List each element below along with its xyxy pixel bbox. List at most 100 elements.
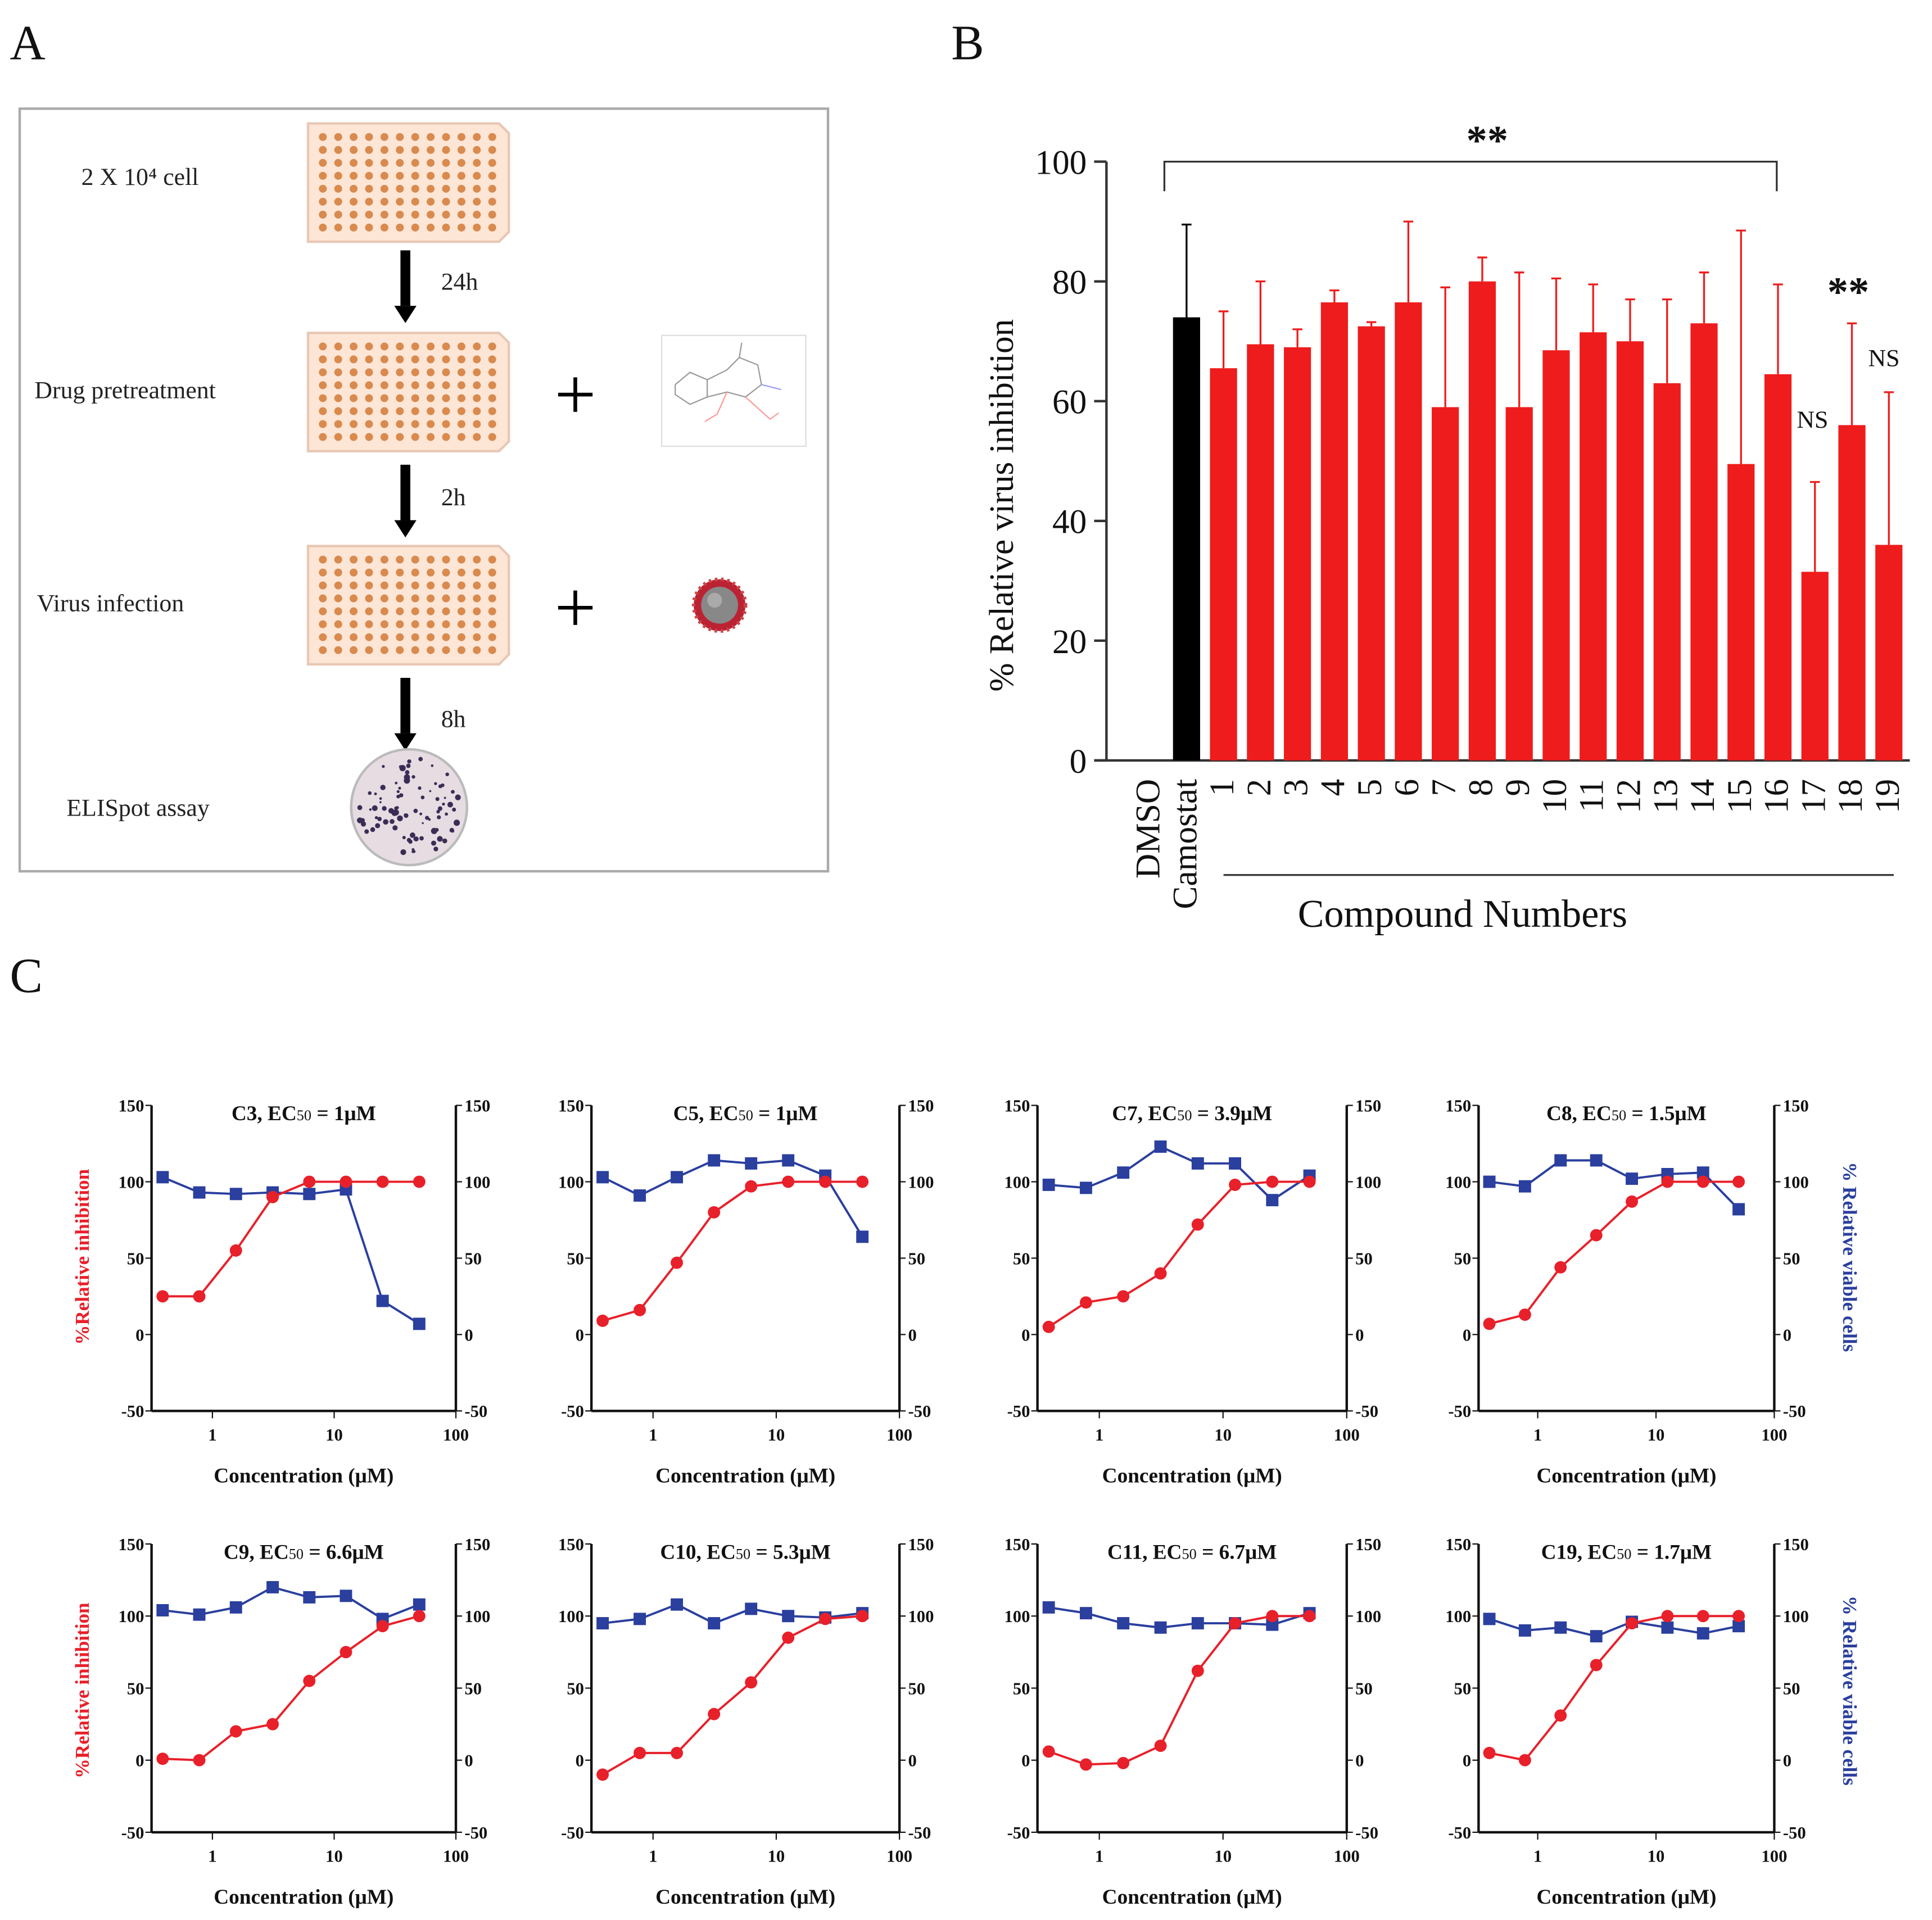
viability-line bbox=[1048, 1145, 1310, 1202]
inhibition-point bbox=[596, 1314, 609, 1327]
well bbox=[488, 381, 496, 390]
well bbox=[488, 184, 496, 193]
y-tick-label-left: 0 bbox=[1021, 1751, 1030, 1770]
y-tick-label-right: 0 bbox=[908, 1751, 916, 1770]
y-tick-label-left: 50 bbox=[1454, 1249, 1472, 1268]
step-label-virus: Virus infection bbox=[37, 590, 184, 617]
viability-point bbox=[634, 1189, 646, 1202]
plus-sign: + bbox=[554, 354, 596, 436]
plot-title: C9, EC50 = 6.6μM bbox=[224, 1541, 384, 1564]
x-tick-label: 5 bbox=[1351, 779, 1389, 796]
well bbox=[427, 646, 435, 654]
inhibition-point bbox=[1626, 1195, 1639, 1208]
spot bbox=[451, 790, 455, 794]
well bbox=[488, 368, 496, 377]
well bbox=[396, 555, 404, 564]
spot bbox=[404, 813, 406, 816]
inhibition-point bbox=[1590, 1229, 1603, 1242]
well bbox=[365, 210, 373, 219]
well bbox=[319, 368, 327, 377]
viability-point bbox=[1042, 1601, 1055, 1614]
well bbox=[457, 197, 465, 206]
y-tick-label-right: 150 bbox=[908, 1097, 934, 1116]
inhibition-point bbox=[303, 1175, 316, 1188]
well bbox=[411, 394, 419, 402]
x-axis-title: Concentration (μM) bbox=[655, 1886, 835, 1909]
y-tick-label-right: 50 bbox=[464, 1679, 482, 1698]
well bbox=[473, 394, 481, 402]
well bbox=[457, 555, 465, 564]
viability-point bbox=[1732, 1203, 1745, 1216]
arrow-icon bbox=[394, 464, 417, 538]
spot bbox=[437, 806, 442, 811]
well bbox=[319, 355, 327, 364]
step-label-cells: 2 X 10⁴ cell bbox=[82, 164, 199, 191]
well bbox=[488, 633, 496, 641]
inhibition-point bbox=[1518, 1308, 1531, 1321]
well bbox=[380, 568, 388, 577]
y-axis-right-title: % Relative viable cells bbox=[1839, 1162, 1861, 1352]
inhibition-point bbox=[782, 1631, 795, 1644]
well bbox=[442, 633, 450, 641]
well bbox=[488, 407, 496, 415]
well bbox=[442, 420, 450, 428]
well bbox=[396, 594, 404, 603]
x-tick-label: 6 bbox=[1388, 779, 1426, 796]
x-tick-label: 1 bbox=[649, 1425, 657, 1444]
well bbox=[411, 171, 419, 180]
y-tick-label: 20 bbox=[1052, 623, 1087, 661]
plot-title: C19, EC50 = 1.7μM bbox=[1541, 1541, 1712, 1564]
x-axis-title: Concentration (μM) bbox=[214, 1464, 393, 1487]
y-tick-label-right: 100 bbox=[1355, 1173, 1381, 1192]
inhibition-point bbox=[1303, 1175, 1316, 1188]
y-tick-label-right: 100 bbox=[1355, 1607, 1381, 1626]
x-tick-label: 10 bbox=[1648, 1847, 1665, 1866]
well bbox=[319, 159, 327, 167]
well bbox=[411, 620, 419, 628]
viability-point bbox=[1229, 1157, 1242, 1170]
x-axis-title: Concentration (μM) bbox=[1536, 1886, 1716, 1909]
well bbox=[457, 620, 465, 628]
viability-line bbox=[602, 1159, 863, 1238]
well bbox=[396, 607, 404, 615]
spot bbox=[437, 815, 441, 819]
well bbox=[380, 620, 388, 628]
spot bbox=[452, 807, 456, 812]
well bbox=[473, 210, 481, 219]
well bbox=[365, 433, 373, 441]
well bbox=[457, 381, 465, 390]
x-tick-label: 12 bbox=[1610, 779, 1648, 813]
y-tick-label: 100 bbox=[1035, 144, 1087, 182]
bar-16 bbox=[1764, 374, 1792, 760]
well bbox=[473, 355, 481, 364]
well bbox=[334, 355, 342, 364]
x-tick-label: DMSO bbox=[1129, 779, 1168, 879]
significance-bracket bbox=[1163, 160, 1778, 192]
well bbox=[319, 620, 327, 628]
viability-point bbox=[856, 1230, 869, 1243]
well bbox=[427, 620, 435, 628]
y-tick-label-left: 150 bbox=[1445, 1535, 1471, 1554]
y-tick-label-left: 0 bbox=[576, 1751, 584, 1770]
spot bbox=[420, 795, 425, 800]
viability-point bbox=[156, 1171, 169, 1184]
well bbox=[365, 633, 373, 641]
x-tick-label: 10 bbox=[325, 1847, 343, 1866]
viability-point bbox=[1154, 1621, 1167, 1634]
inhibition-point bbox=[1117, 1290, 1130, 1303]
well bbox=[411, 381, 419, 390]
well bbox=[319, 594, 327, 603]
y-tick-label-left: 50 bbox=[567, 1679, 584, 1698]
title-text: = 1.7μM bbox=[1631, 1541, 1712, 1564]
spot bbox=[455, 794, 461, 800]
spot bbox=[434, 782, 437, 785]
viability-point bbox=[1079, 1181, 1092, 1194]
x-tick-label: 100 bbox=[443, 1847, 469, 1866]
well bbox=[442, 133, 450, 141]
y-tick-label-right: 50 bbox=[1355, 1249, 1373, 1268]
well bbox=[365, 133, 373, 141]
well bbox=[488, 342, 496, 351]
inhibition-point bbox=[413, 1175, 426, 1188]
dose-response-plot: -50 -50 0 0 50 50 100 100 150 150 1 10 100 Concentrat… bbox=[558, 1535, 934, 1909]
title-subscript: 50 bbox=[1617, 1546, 1631, 1562]
